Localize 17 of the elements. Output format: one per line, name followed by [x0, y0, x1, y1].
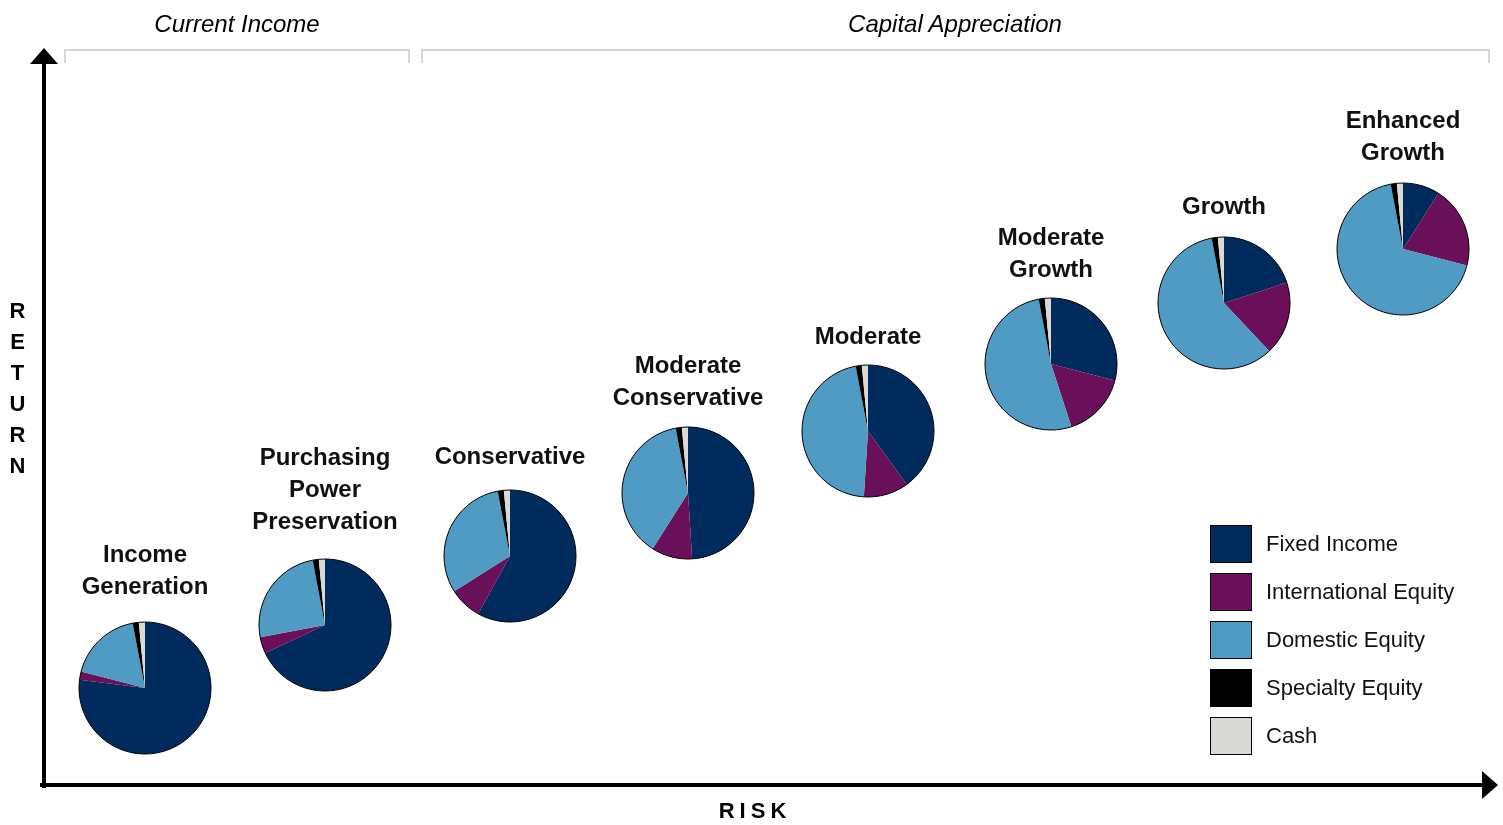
chart-title: Moderate Growth — [996, 222, 1106, 284]
chart-title: Growth — [1181, 191, 1267, 221]
legend-label: Domestic Equity — [1266, 627, 1425, 653]
legend-label: Cash — [1266, 723, 1318, 749]
chart-title: Moderate Conservative — [611, 350, 765, 412]
text: RISK — [717, 798, 793, 824]
text: Current Income — [153, 10, 321, 38]
text: Capital Appreciation — [847, 10, 1063, 38]
text: RETURN — [5, 298, 30, 484]
legend-label: Specialty Equity — [1266, 675, 1423, 701]
chart-title: Enhanced Growth — [1344, 105, 1462, 167]
text: Income Generation — [80, 539, 210, 601]
legend-label: International Equity — [1266, 579, 1455, 605]
chart-title: Conservative — [433, 441, 587, 471]
chart-title: Purchasing Power Preservation — [251, 442, 399, 536]
legend-label: Fixed Income — [1266, 531, 1399, 557]
chart-title: Moderate — [813, 321, 923, 351]
